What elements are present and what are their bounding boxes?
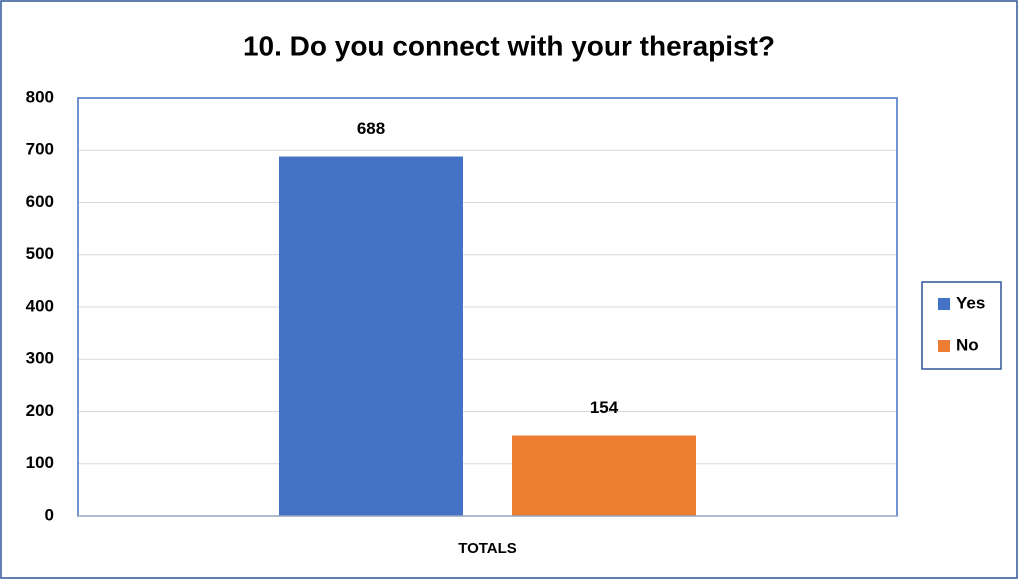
y-tick-label: 700 — [26, 140, 54, 159]
y-tick-label: 100 — [26, 453, 54, 472]
legend-label: No — [956, 335, 979, 354]
y-tick-label: 600 — [26, 192, 54, 211]
legend-swatch — [938, 298, 950, 310]
legend-label: Yes — [956, 293, 985, 312]
legend-swatch — [938, 340, 950, 352]
y-tick-label: 0 — [45, 505, 54, 524]
y-tick-label: 300 — [26, 349, 54, 368]
data-label: 688 — [357, 119, 385, 138]
bar — [512, 435, 696, 516]
y-tick-label: 200 — [26, 401, 54, 420]
y-tick-label: 800 — [26, 87, 54, 106]
y-tick-label: 500 — [26, 244, 54, 263]
data-label: 154 — [590, 398, 619, 417]
bar — [279, 156, 463, 516]
y-tick-label: 400 — [26, 296, 54, 315]
x-tick-label: TOTALS — [458, 540, 517, 557]
legend-box — [921, 281, 1002, 370]
chart-title: 10. Do you connect with your therapist? — [243, 30, 775, 61]
